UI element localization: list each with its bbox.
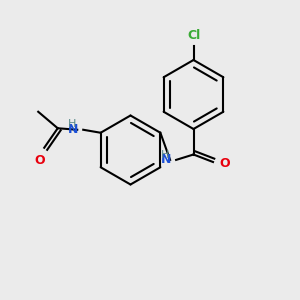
Text: N: N bbox=[68, 123, 79, 136]
Text: Cl: Cl bbox=[187, 29, 200, 42]
Text: N: N bbox=[161, 153, 172, 166]
Text: H: H bbox=[160, 150, 169, 161]
Text: H: H bbox=[68, 119, 76, 129]
Text: O: O bbox=[34, 154, 45, 167]
Text: O: O bbox=[220, 157, 230, 170]
